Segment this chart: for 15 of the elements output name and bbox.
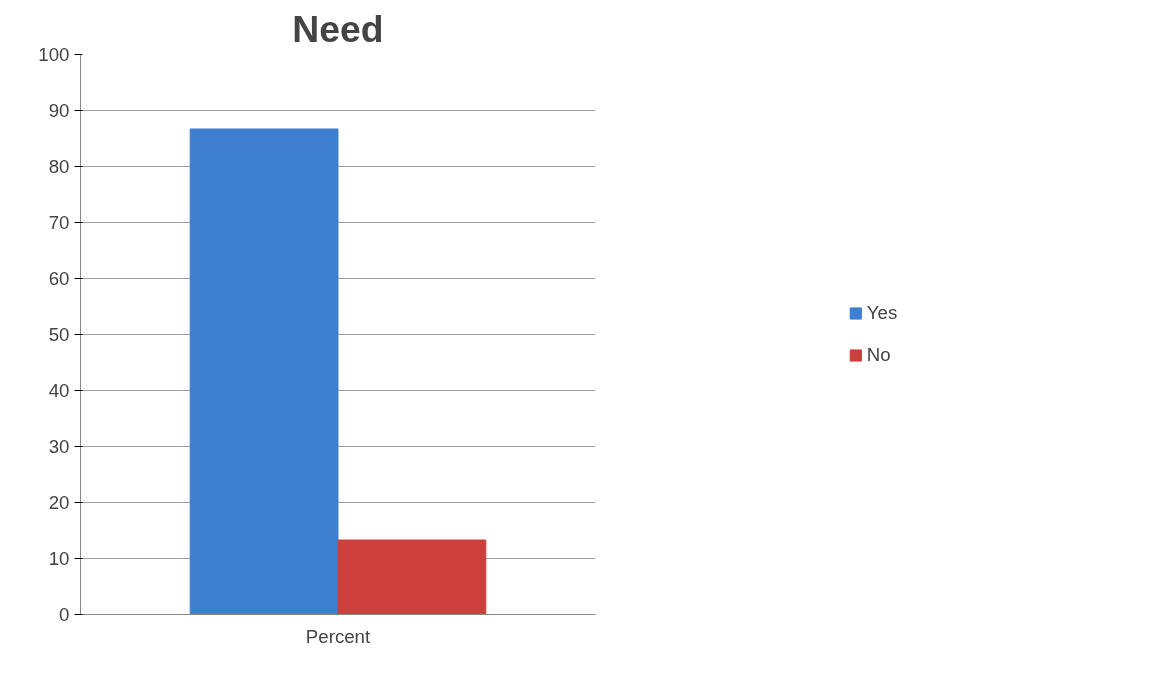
y-tick-label: 90 xyxy=(48,100,70,121)
chart-title: Need xyxy=(292,7,384,50)
y-tick-label: 40 xyxy=(48,380,70,401)
y-tick-label: 30 xyxy=(48,436,70,457)
legend-label: No xyxy=(866,344,891,366)
x-tick-label: Percent xyxy=(305,625,371,647)
y-tick-label: 100 xyxy=(38,44,70,65)
y-tick-label: 70 xyxy=(48,212,70,233)
y-tick-label: 0 xyxy=(59,604,70,625)
y-tick-label: 50 xyxy=(48,324,70,345)
y-tick-label: 60 xyxy=(48,268,70,289)
y-tick-label: 20 xyxy=(48,492,70,513)
legend-label: Yes xyxy=(866,302,898,324)
y-tick-label: 10 xyxy=(48,548,70,569)
y-tick-label: 80 xyxy=(48,156,70,177)
